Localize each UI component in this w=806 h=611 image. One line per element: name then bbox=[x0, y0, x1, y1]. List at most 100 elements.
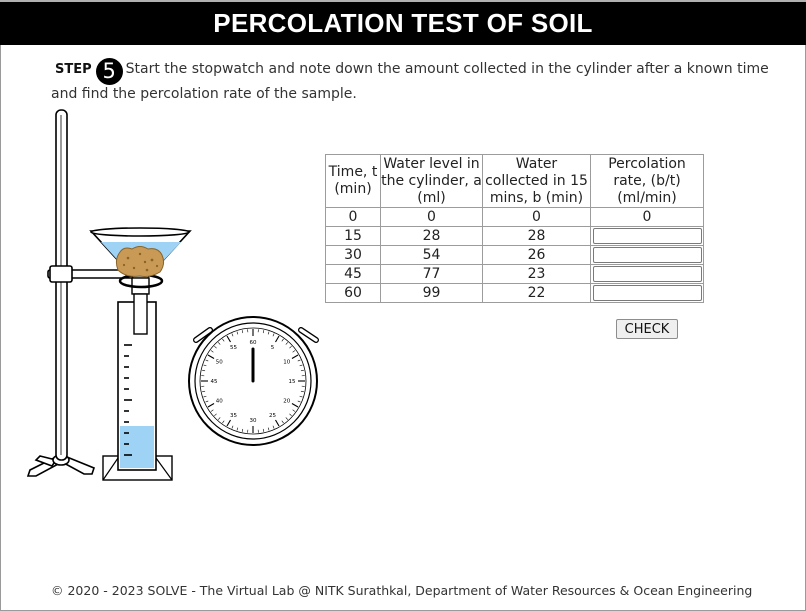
header-time: Time, t (min) bbox=[325, 154, 381, 208]
stopwatch-dial-number: 25 bbox=[269, 413, 276, 419]
stopwatch-tick bbox=[289, 345, 292, 349]
stopwatch-tick bbox=[202, 390, 206, 393]
cell-water-collected: 0 bbox=[482, 207, 591, 227]
step-label: STEP bbox=[55, 62, 92, 77]
stopwatch-tick bbox=[205, 359, 209, 362]
stopwatch-tick bbox=[231, 333, 234, 337]
header-water-collected: Water collected in 15 mins, b (min) bbox=[482, 154, 591, 208]
table-row: 30 54 26 bbox=[325, 245, 704, 265]
stopwatch-tick bbox=[292, 409, 296, 412]
stopwatch-tick bbox=[289, 413, 292, 417]
stopwatch-tick bbox=[281, 420, 284, 424]
cell-water-collected: 23 bbox=[482, 264, 591, 284]
stopwatch-tick bbox=[275, 335, 280, 343]
table-row: 0 0 0 0 bbox=[325, 207, 704, 227]
stopwatch-tick bbox=[205, 400, 209, 403]
percolation-rate-input-15[interactable] bbox=[592, 228, 702, 244]
stopwatch-tick bbox=[281, 338, 284, 342]
stopwatch-dial-number: 10 bbox=[283, 360, 290, 366]
stopwatch-dial-number: 50 bbox=[216, 360, 223, 366]
stopwatch-tick bbox=[299, 364, 303, 367]
stopwatch-tick bbox=[275, 419, 280, 427]
stopwatch-tick bbox=[272, 425, 275, 429]
stopwatch-tick bbox=[210, 350, 214, 353]
stopwatch-tick bbox=[210, 409, 214, 412]
cell-time: 60 bbox=[325, 283, 381, 303]
stopwatch-tick bbox=[217, 342, 221, 345]
cell-rate-input bbox=[590, 264, 704, 284]
stopwatch-dial-number: 35 bbox=[230, 413, 237, 419]
stopwatch-tick bbox=[222, 420, 225, 424]
percolation-table: Time, t (min) Water level in the cylinde… bbox=[325, 154, 704, 303]
stopwatch-tick bbox=[292, 350, 296, 353]
page-title: PERCOLATION TEST OF SOIL bbox=[0, 0, 806, 45]
cell-water-collected: 26 bbox=[482, 245, 591, 265]
stopwatch-tick bbox=[262, 428, 265, 432]
check-button[interactable]: CHECK bbox=[616, 319, 678, 339]
header-percolation-rate: Percolation rate, (b/t) (ml/min) bbox=[590, 154, 704, 208]
cell-water-level: 0 bbox=[380, 207, 483, 227]
stopwatch-tick bbox=[241, 428, 244, 432]
cell-rate-input bbox=[590, 245, 704, 265]
stopwatch-tick bbox=[267, 331, 270, 335]
cell-rate-input bbox=[590, 283, 704, 303]
cell-water-level: 54 bbox=[380, 245, 483, 265]
stopwatch-tick bbox=[217, 417, 221, 420]
stopwatch-dial-number: 20 bbox=[283, 399, 290, 405]
stopwatch-tick bbox=[226, 419, 231, 427]
stopwatch-tick bbox=[291, 354, 299, 359]
stopwatch-tick bbox=[262, 330, 265, 334]
retort-stand bbox=[26, 109, 149, 477]
stopwatch-dial-number: 30 bbox=[250, 418, 257, 424]
cell-time: 15 bbox=[325, 226, 381, 246]
stopwatch-tick bbox=[267, 427, 270, 431]
footer-copyright: © 2020 - 2023 SOLVE - The Virtual Lab @ … bbox=[51, 583, 753, 598]
cell-water-collected: 22 bbox=[482, 283, 591, 303]
stopwatch-dial-number: 55 bbox=[230, 345, 237, 351]
stopwatch-tick bbox=[241, 330, 244, 334]
percolation-rate-input-30[interactable] bbox=[592, 247, 702, 263]
stopwatch-tick bbox=[207, 354, 215, 359]
stopwatch-tick bbox=[297, 359, 301, 362]
step-instruction: STEP 5 Start the stopwatch and note down t… bbox=[51, 58, 791, 104]
cell-rate-input bbox=[590, 226, 704, 246]
stopwatch-tick bbox=[285, 417, 289, 420]
stopwatch-dial-number: 5 bbox=[271, 345, 275, 351]
stopwatch-tick bbox=[202, 369, 206, 372]
cell-water-level: 99 bbox=[380, 283, 483, 303]
stopwatch-tick bbox=[214, 345, 217, 349]
stopwatch-dial-number: 40 bbox=[216, 399, 223, 405]
percolation-rate-input-45[interactable] bbox=[592, 266, 702, 282]
cell-percolation-rate: 0 bbox=[590, 207, 704, 227]
cell-water-collected: 28 bbox=[482, 226, 591, 246]
stopwatch-dial-number: 45 bbox=[211, 379, 218, 385]
cell-water-level: 77 bbox=[380, 264, 483, 284]
percolation-rate-input-60[interactable] bbox=[592, 285, 702, 301]
table-row: 45 77 23 bbox=[325, 264, 704, 284]
stopwatch-tick bbox=[297, 400, 301, 403]
stopwatch-tick bbox=[203, 364, 207, 367]
stopwatch-dial-number: 15 bbox=[289, 379, 296, 385]
stopwatch-tick bbox=[236, 331, 239, 335]
stopwatch-tick bbox=[203, 395, 207, 398]
stopwatch-tick bbox=[226, 335, 231, 343]
funnel bbox=[89, 227, 192, 335]
stopwatch-dial-number: 60 bbox=[250, 340, 257, 346]
stopwatch-tick bbox=[272, 333, 275, 337]
stopwatch-tick bbox=[291, 403, 299, 408]
stopwatch-tick bbox=[300, 390, 304, 393]
stopwatch-tick bbox=[214, 413, 217, 417]
stopwatch-tick bbox=[236, 427, 239, 431]
table-row: 15 28 28 bbox=[325, 226, 704, 246]
stopwatch-tick bbox=[285, 342, 289, 345]
stopwatch-tick bbox=[222, 338, 225, 342]
cell-time: 30 bbox=[325, 245, 381, 265]
soil-sample bbox=[115, 246, 165, 277]
stopwatch-tick bbox=[299, 395, 303, 398]
cell-water-level: 28 bbox=[380, 226, 483, 246]
stopwatch-tick bbox=[207, 403, 215, 408]
table-row: 60 99 22 bbox=[325, 283, 704, 303]
stopwatch: 60 5 10 15 20 25 30 35 40 45 50 55 bbox=[188, 316, 319, 446]
step-number-badge: 5 bbox=[95, 58, 123, 85]
